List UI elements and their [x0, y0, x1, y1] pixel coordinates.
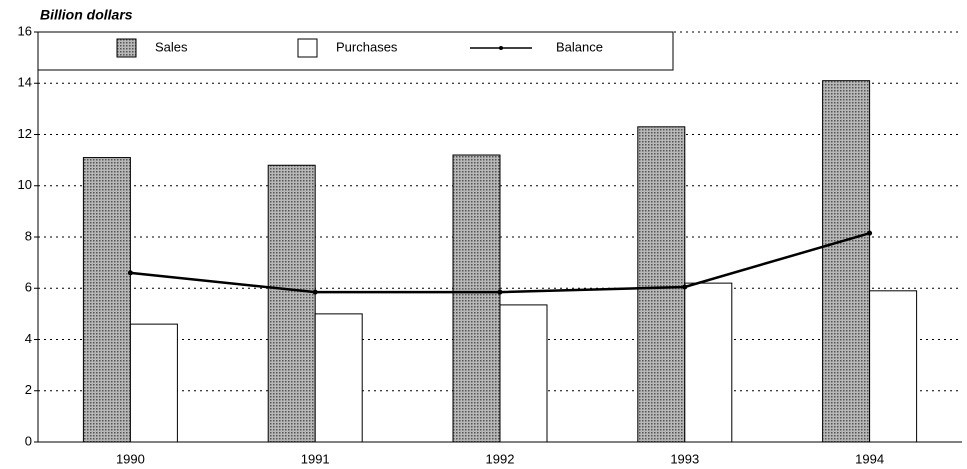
point [682, 284, 688, 290]
x-tick-label: 1990 [116, 451, 145, 466]
y-tick-label: 12 [18, 126, 32, 141]
bar [499, 304, 548, 443]
bar [684, 282, 733, 443]
y-tick-label: 2 [25, 382, 32, 397]
legend-swatch [499, 46, 503, 50]
legend-box [37, 31, 674, 71]
chart-title: Billion dollars [40, 7, 133, 23]
point [127, 270, 133, 276]
y-tick-label: 4 [25, 331, 32, 346]
point [312, 289, 318, 295]
bar [267, 164, 316, 443]
bar [82, 157, 131, 443]
bar [637, 126, 686, 443]
y-tick-label: 0 [25, 433, 32, 448]
x-tick-label: 1993 [670, 451, 699, 466]
bar [452, 154, 501, 443]
point [867, 230, 873, 236]
legend-label: Sales [155, 39, 188, 54]
legend-label: Balance [556, 39, 603, 54]
bar [869, 290, 918, 443]
y-tick-label: 16 [18, 23, 32, 38]
x-tick-label: 1991 [301, 451, 330, 466]
bar [314, 313, 363, 443]
x-tick-label: 1994 [855, 451, 884, 466]
legend-label: Purchases [336, 39, 398, 54]
point [497, 289, 503, 295]
legend-swatch [116, 38, 137, 58]
y-tick-label: 6 [25, 280, 32, 295]
y-tick-label: 14 [18, 75, 32, 90]
x-tick-label: 1992 [486, 451, 515, 466]
y-tick-label: 8 [25, 228, 32, 243]
bar [822, 80, 871, 443]
bar [129, 323, 178, 443]
y-tick-label: 10 [18, 177, 32, 192]
legend-swatch [297, 38, 318, 58]
